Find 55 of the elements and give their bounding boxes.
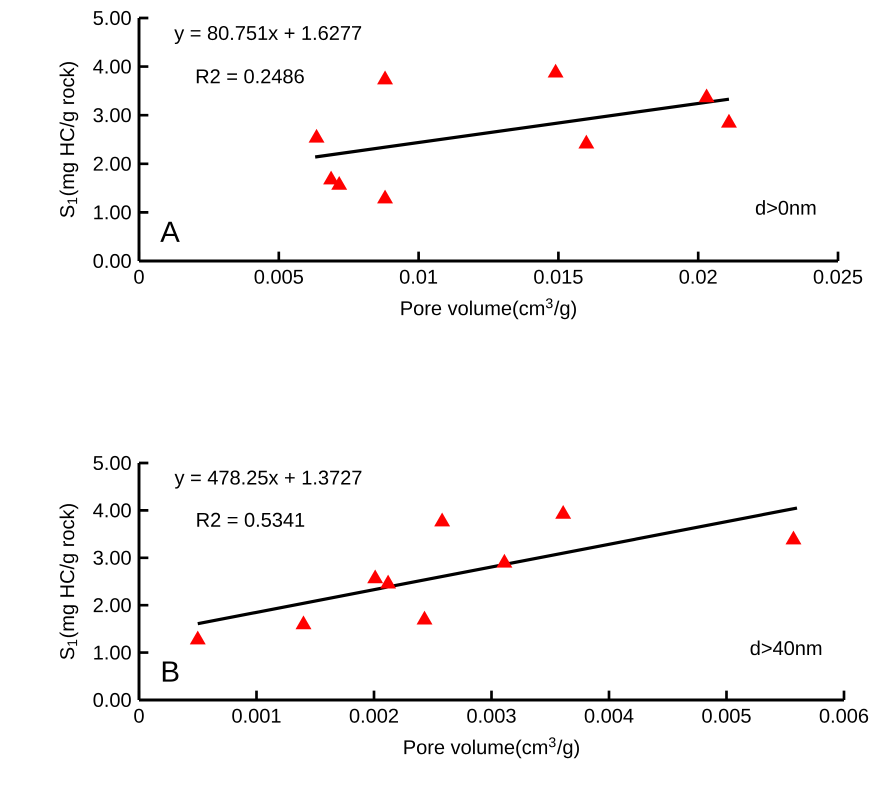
annotation: B xyxy=(162,661,178,682)
x-axis-title: Pore volume(cm$^{3}$/g) xyxy=(401,298,576,320)
point xyxy=(323,170,339,184)
y-tick-label: 4.00 xyxy=(93,503,131,518)
point xyxy=(331,176,347,190)
point xyxy=(578,134,594,148)
point xyxy=(555,505,571,519)
x-tick-label: 0.025 xyxy=(814,270,862,284)
annotation: d>0nm xyxy=(756,200,816,215)
x-tick-label: 0.005 xyxy=(254,270,303,284)
point xyxy=(190,630,206,644)
point xyxy=(367,570,383,584)
annotation: y = 478.25x + 1.3727 xyxy=(174,470,362,489)
y-tick-label: 5.00 xyxy=(94,10,131,26)
point xyxy=(721,114,737,128)
annotation: R2 = 0.5341 xyxy=(197,512,304,527)
y-axis-title: S$_{1}$(mg HC/g rock) xyxy=(60,62,78,218)
x-tick-label: 0.004 xyxy=(584,708,634,723)
y-tick-label: 0.00 xyxy=(93,254,131,268)
point xyxy=(698,88,714,102)
y-tick-label: 3.00 xyxy=(93,550,131,565)
x-tick-label: 0.001 xyxy=(232,708,281,723)
annotation: R2 = 0.2486 xyxy=(196,69,304,84)
point xyxy=(786,530,802,544)
point xyxy=(308,129,324,143)
point xyxy=(377,70,393,84)
annotation: y = 80.751x + 1.6277 xyxy=(174,26,362,44)
point xyxy=(416,610,432,624)
y-tick-label: 2.00 xyxy=(94,598,131,612)
y-tick-label: 4.00 xyxy=(93,60,131,74)
x-tick-label: 0.015 xyxy=(534,270,583,284)
x-tick-label: 0.02 xyxy=(680,270,717,284)
point xyxy=(296,616,312,630)
point xyxy=(548,64,564,78)
x-tick-label: 0 xyxy=(134,708,144,723)
y-tick-label: 1.00 xyxy=(94,646,131,660)
x-axis-title: Pore volume(cm$^{3}$/g) xyxy=(404,737,579,758)
x-tick-label: 0.005 xyxy=(702,708,751,723)
y-tick-label: 5.00 xyxy=(94,456,131,470)
y-tick-label: 0.00 xyxy=(93,692,131,708)
point xyxy=(496,554,512,568)
y-tick-label: 3.00 xyxy=(93,108,131,122)
y-tick-label: 2.00 xyxy=(94,156,131,171)
annotation: A xyxy=(160,222,180,242)
annotation: d>40nm xyxy=(750,640,822,656)
point xyxy=(377,190,393,204)
point xyxy=(380,574,396,588)
x-tick-label: 0.006 xyxy=(820,708,868,723)
point xyxy=(434,512,450,526)
x-tick-label: 0.01 xyxy=(400,270,438,284)
x-tick-label: 0.002 xyxy=(350,708,398,723)
y-tick-label: 1.00 xyxy=(94,205,131,220)
y-axis-title: S$_{1}$(mg HC/g rock) xyxy=(60,504,78,660)
x-tick-label: 0 xyxy=(134,270,144,284)
x-tick-label: 0.003 xyxy=(467,708,516,723)
